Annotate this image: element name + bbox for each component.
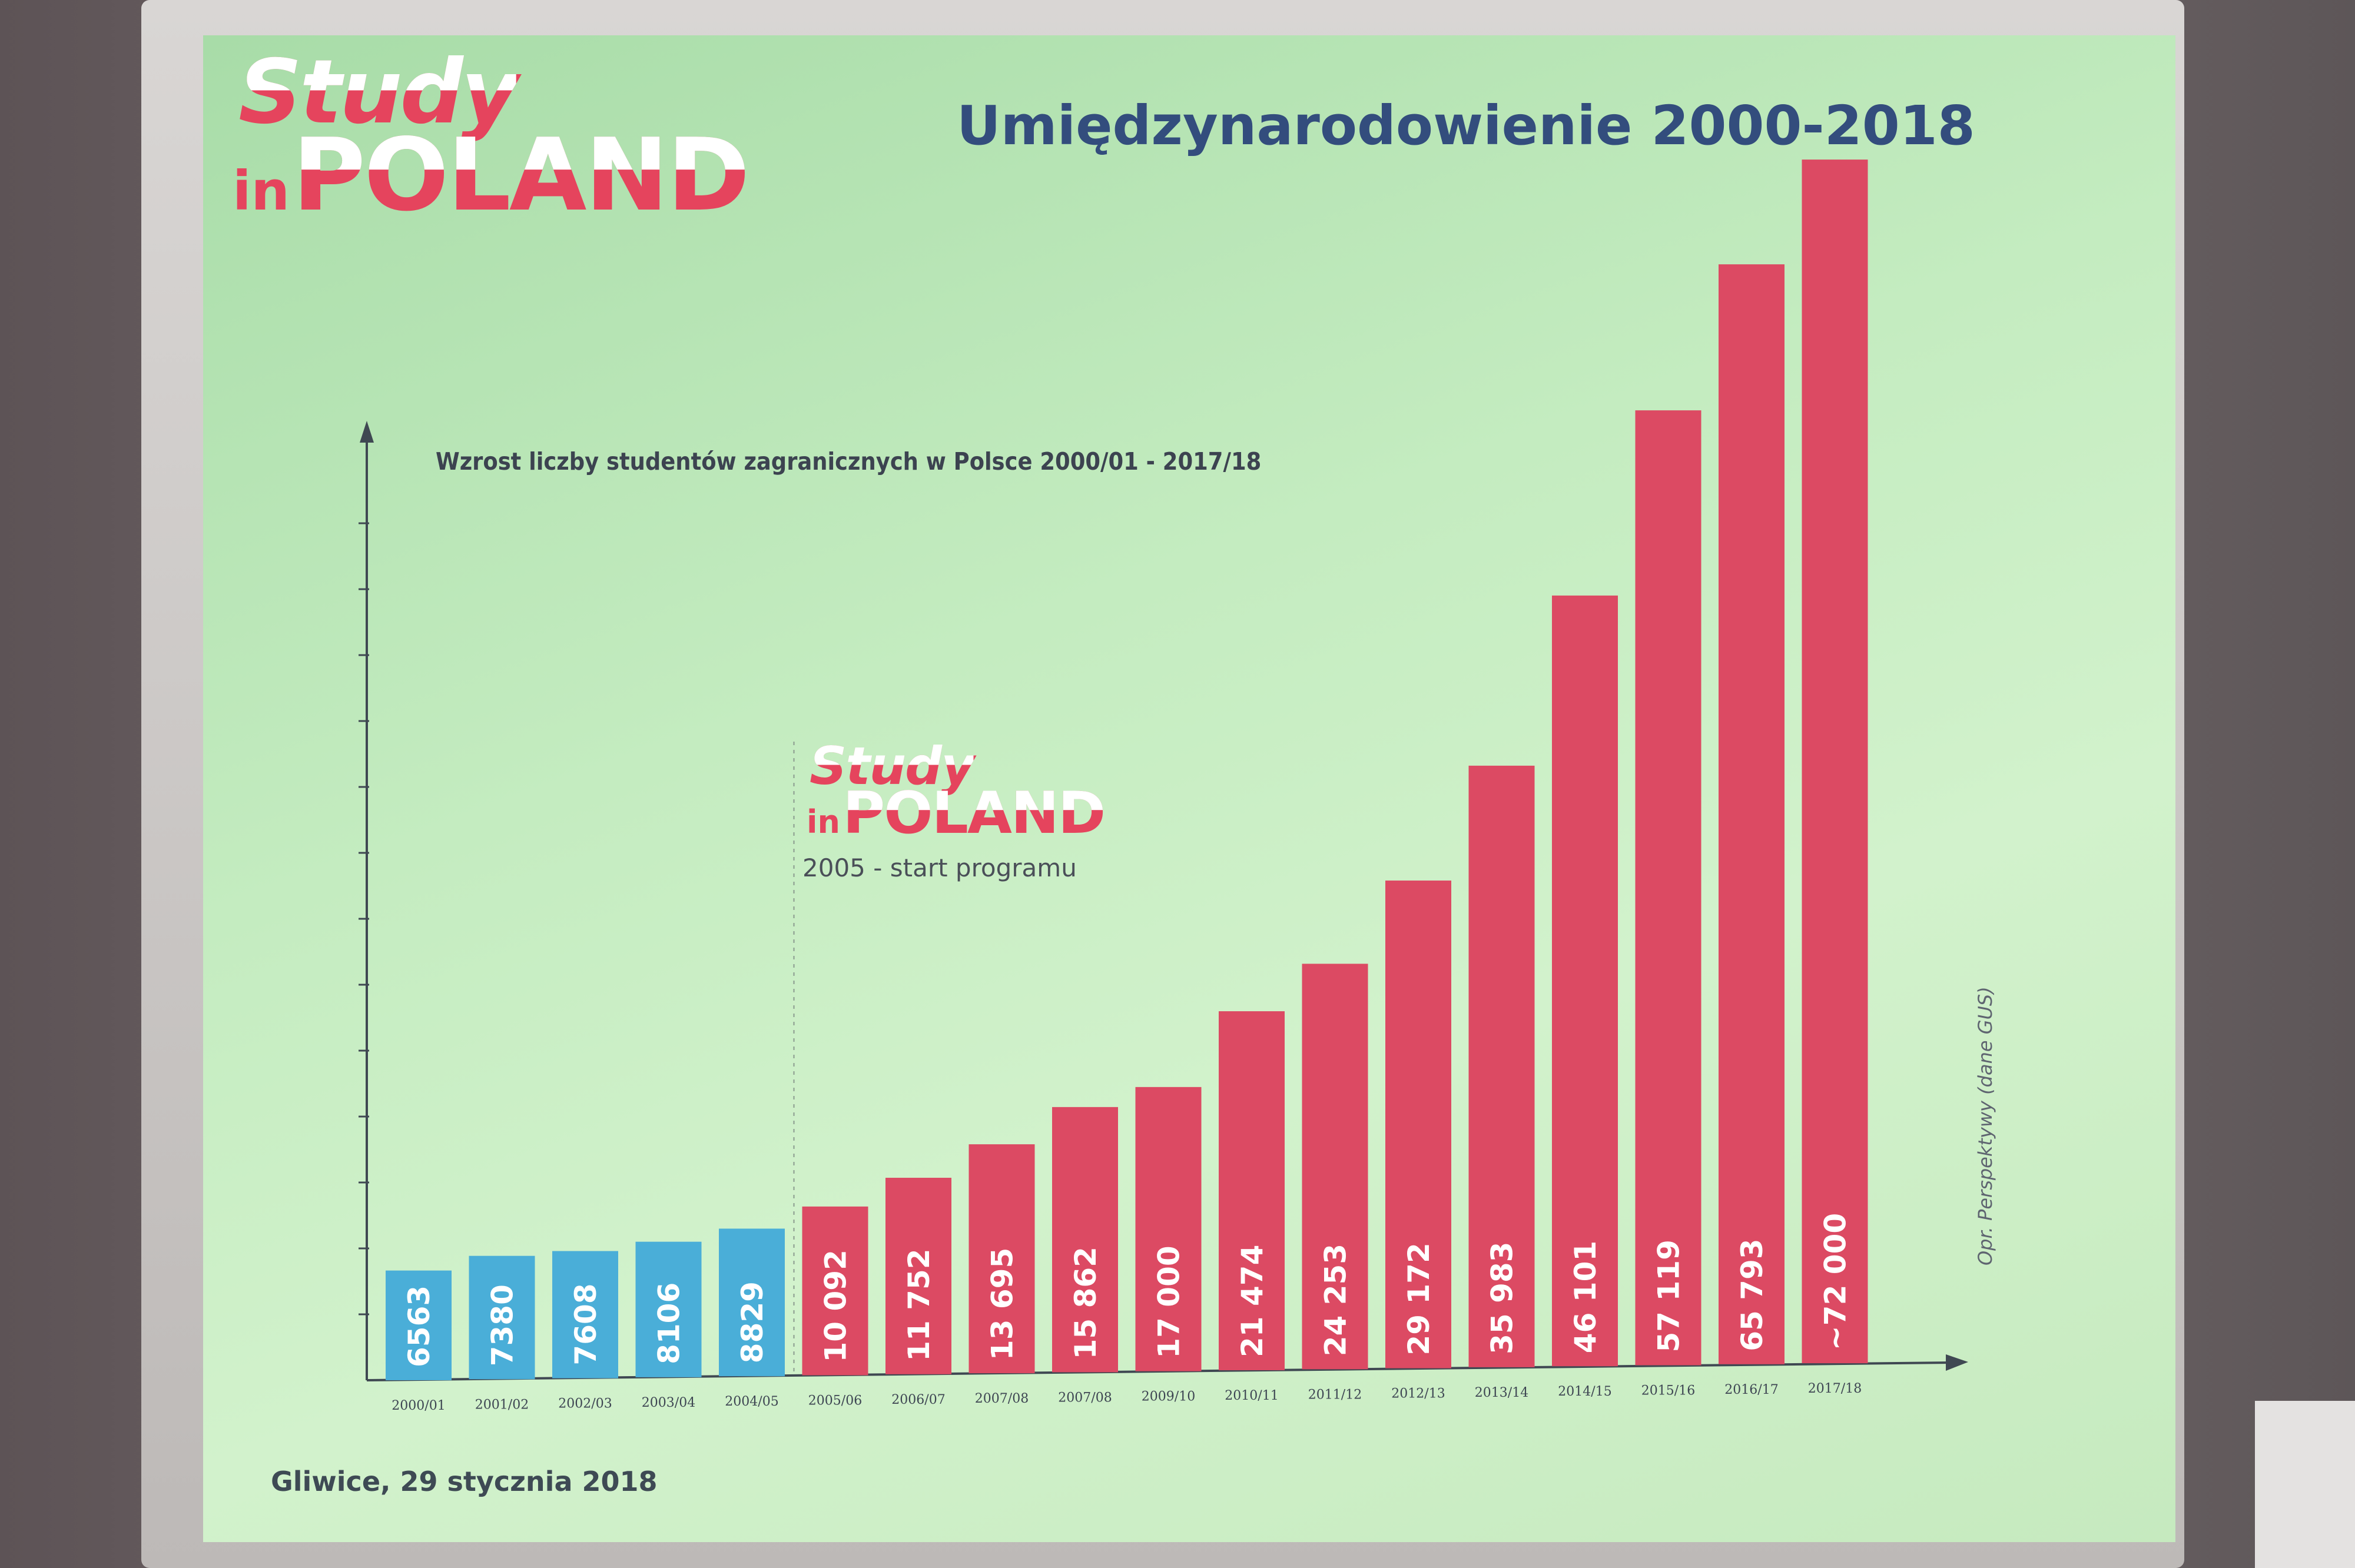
bar-value-label: 17 000 — [1152, 1245, 1186, 1358]
slide-footer: Gliwice, 29 stycznia 2018 — [271, 1466, 658, 1497]
bar-2014-15 — [1552, 595, 1618, 1367]
easel-stand — [2255, 1401, 2355, 1568]
logo-in-text: in — [233, 160, 290, 222]
bar-2001-02 — [469, 1255, 535, 1380]
bar-2004-05 — [719, 1228, 785, 1377]
chart-title: Wzrost liczby studentów zagranicznych w … — [436, 447, 1262, 476]
small-logo-study-text: Study — [810, 736, 974, 796]
x-tick-label: 2011/12 — [1308, 1387, 1362, 1402]
bar-chart: 6563 2000/01 7380 2001/02 7608 2002/03 8106 200… — [359, 160, 1968, 1413]
x-tick-label: 2007/08 — [975, 1391, 1029, 1406]
bar-value-label: ~72 000 — [1819, 1213, 1853, 1350]
study-in-poland-logo: Study Study in POLAND POLAND — [233, 41, 750, 234]
bar-value-label: 11 752 — [902, 1248, 936, 1361]
bar-value-label: 57 119 — [1652, 1240, 1686, 1352]
bar-value-label: 65 793 — [1735, 1238, 1769, 1351]
bar-value-label: 15 862 — [1069, 1247, 1103, 1359]
bar-2013-14 — [1468, 765, 1535, 1367]
bar-2011-12 — [1302, 964, 1368, 1370]
bar-2010-11 — [1219, 1011, 1285, 1370]
x-tick-label: 2014/15 — [1558, 1384, 1611, 1399]
x-tick-label: 2005/06 — [808, 1394, 862, 1408]
bar-value-label: 10 092 — [819, 1250, 853, 1362]
presentation-slide: Study Study in POLAND POLAND Umiędzynaro… — [203, 35, 2175, 1542]
bar-value-label: 8106 — [652, 1283, 686, 1364]
source-note: Opr. Perspektywy (dane GUS) — [1974, 986, 1996, 1265]
bar-2009-10 — [1135, 1087, 1202, 1371]
x-tick-label: 2001/02 — [475, 1397, 529, 1412]
logo-study-text: Study — [238, 41, 519, 144]
small-logo-poland-text: POLAND — [843, 780, 1106, 847]
bar-value-label: 7380 — [486, 1284, 520, 1366]
bar-value-label: 29 172 — [1402, 1243, 1436, 1355]
study-in-poland-small-logo: Study Study in POLAND POLAND — [807, 736, 1106, 847]
bar-2005-06 — [802, 1206, 868, 1376]
bar-value-label: 8829 — [735, 1281, 769, 1363]
x-tick-label: 2004/05 — [725, 1394, 778, 1409]
x-tick-label: 2009/10 — [1142, 1390, 1195, 1404]
bar-value-label: 7608 — [569, 1283, 603, 1365]
x-tick-label: 2002/03 — [558, 1397, 612, 1411]
bar-value-label: 13 695 — [986, 1248, 1020, 1360]
bar-2000-01 — [386, 1270, 452, 1380]
bar-2007-08 — [968, 1144, 1035, 1374]
bar-2007-08 — [1052, 1107, 1118, 1373]
y-axis-arrow — [360, 421, 374, 443]
bar-value-label: 6563 — [402, 1285, 436, 1367]
x-tick-label: 2000/01 — [392, 1398, 445, 1413]
x-tick-label: 2012/13 — [1391, 1387, 1445, 1401]
x-tick-label: 2010/11 — [1225, 1388, 1278, 1403]
x-axis — [366, 1361, 1952, 1381]
x-tick-label: 2007/08 — [1058, 1390, 1112, 1405]
bar-2003-04 — [635, 1241, 702, 1377]
bar-value-label: 21 474 — [1235, 1245, 1269, 1357]
bar-2016-17 — [1719, 264, 1785, 1364]
x-tick-label: 2015/16 — [1641, 1384, 1695, 1398]
x-tick-label: 2016/17 — [1724, 1383, 1778, 1397]
bar-2015-16 — [1635, 410, 1701, 1366]
x-tick-label: 2017/18 — [1808, 1381, 1862, 1396]
bar-2017-18 — [1802, 160, 1868, 1364]
bar-2002-03 — [552, 1251, 618, 1378]
x-axis-arrow — [1946, 1354, 1968, 1371]
bar-value-label: 46 101 — [1568, 1241, 1603, 1353]
bar-2006-07 — [885, 1178, 951, 1374]
bar-value-label: 24 253 — [1319, 1244, 1353, 1356]
slide-title: Umiędzynarodowienie 2000-2018 — [957, 94, 1975, 157]
bar-value-label: 35 983 — [1485, 1242, 1520, 1354]
x-tick-label: 2003/04 — [642, 1396, 695, 1410]
x-tick-label: 2006/07 — [891, 1393, 945, 1407]
bar-2012-13 — [1385, 881, 1451, 1368]
program-start-note: 2005 - start programu — [802, 853, 1077, 882]
small-logo-in-text: in — [807, 803, 840, 841]
x-tick-label: 2013/14 — [1475, 1386, 1528, 1400]
logo-poland-text: POLAND — [292, 117, 749, 234]
